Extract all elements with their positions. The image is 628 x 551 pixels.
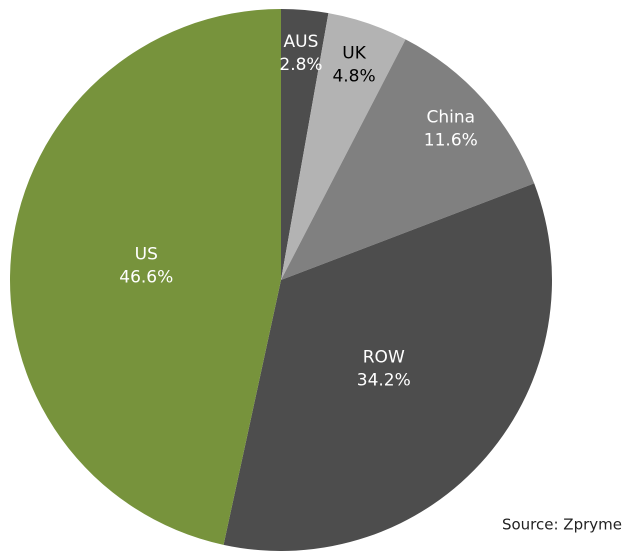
pie-slice bbox=[281, 39, 535, 281]
slice-label: China bbox=[427, 107, 476, 127]
slice-value: 34.2% bbox=[357, 370, 411, 390]
pie-slice bbox=[281, 9, 329, 280]
slice-value: 11.6% bbox=[424, 130, 478, 150]
slice-label: UK bbox=[342, 43, 366, 63]
source-note: Source: Zpryme bbox=[502, 516, 622, 534]
slice-value: 2.8% bbox=[279, 55, 322, 75]
pie-slice bbox=[281, 13, 406, 280]
slice-label: AUS bbox=[284, 32, 319, 52]
slice-label: ROW bbox=[363, 347, 405, 367]
pie-slice bbox=[9, 9, 281, 545]
pie-slice bbox=[223, 183, 552, 551]
slice-value: 4.8% bbox=[332, 66, 375, 86]
slice-value: 46.6% bbox=[119, 268, 173, 288]
slice-label: US bbox=[135, 245, 158, 265]
